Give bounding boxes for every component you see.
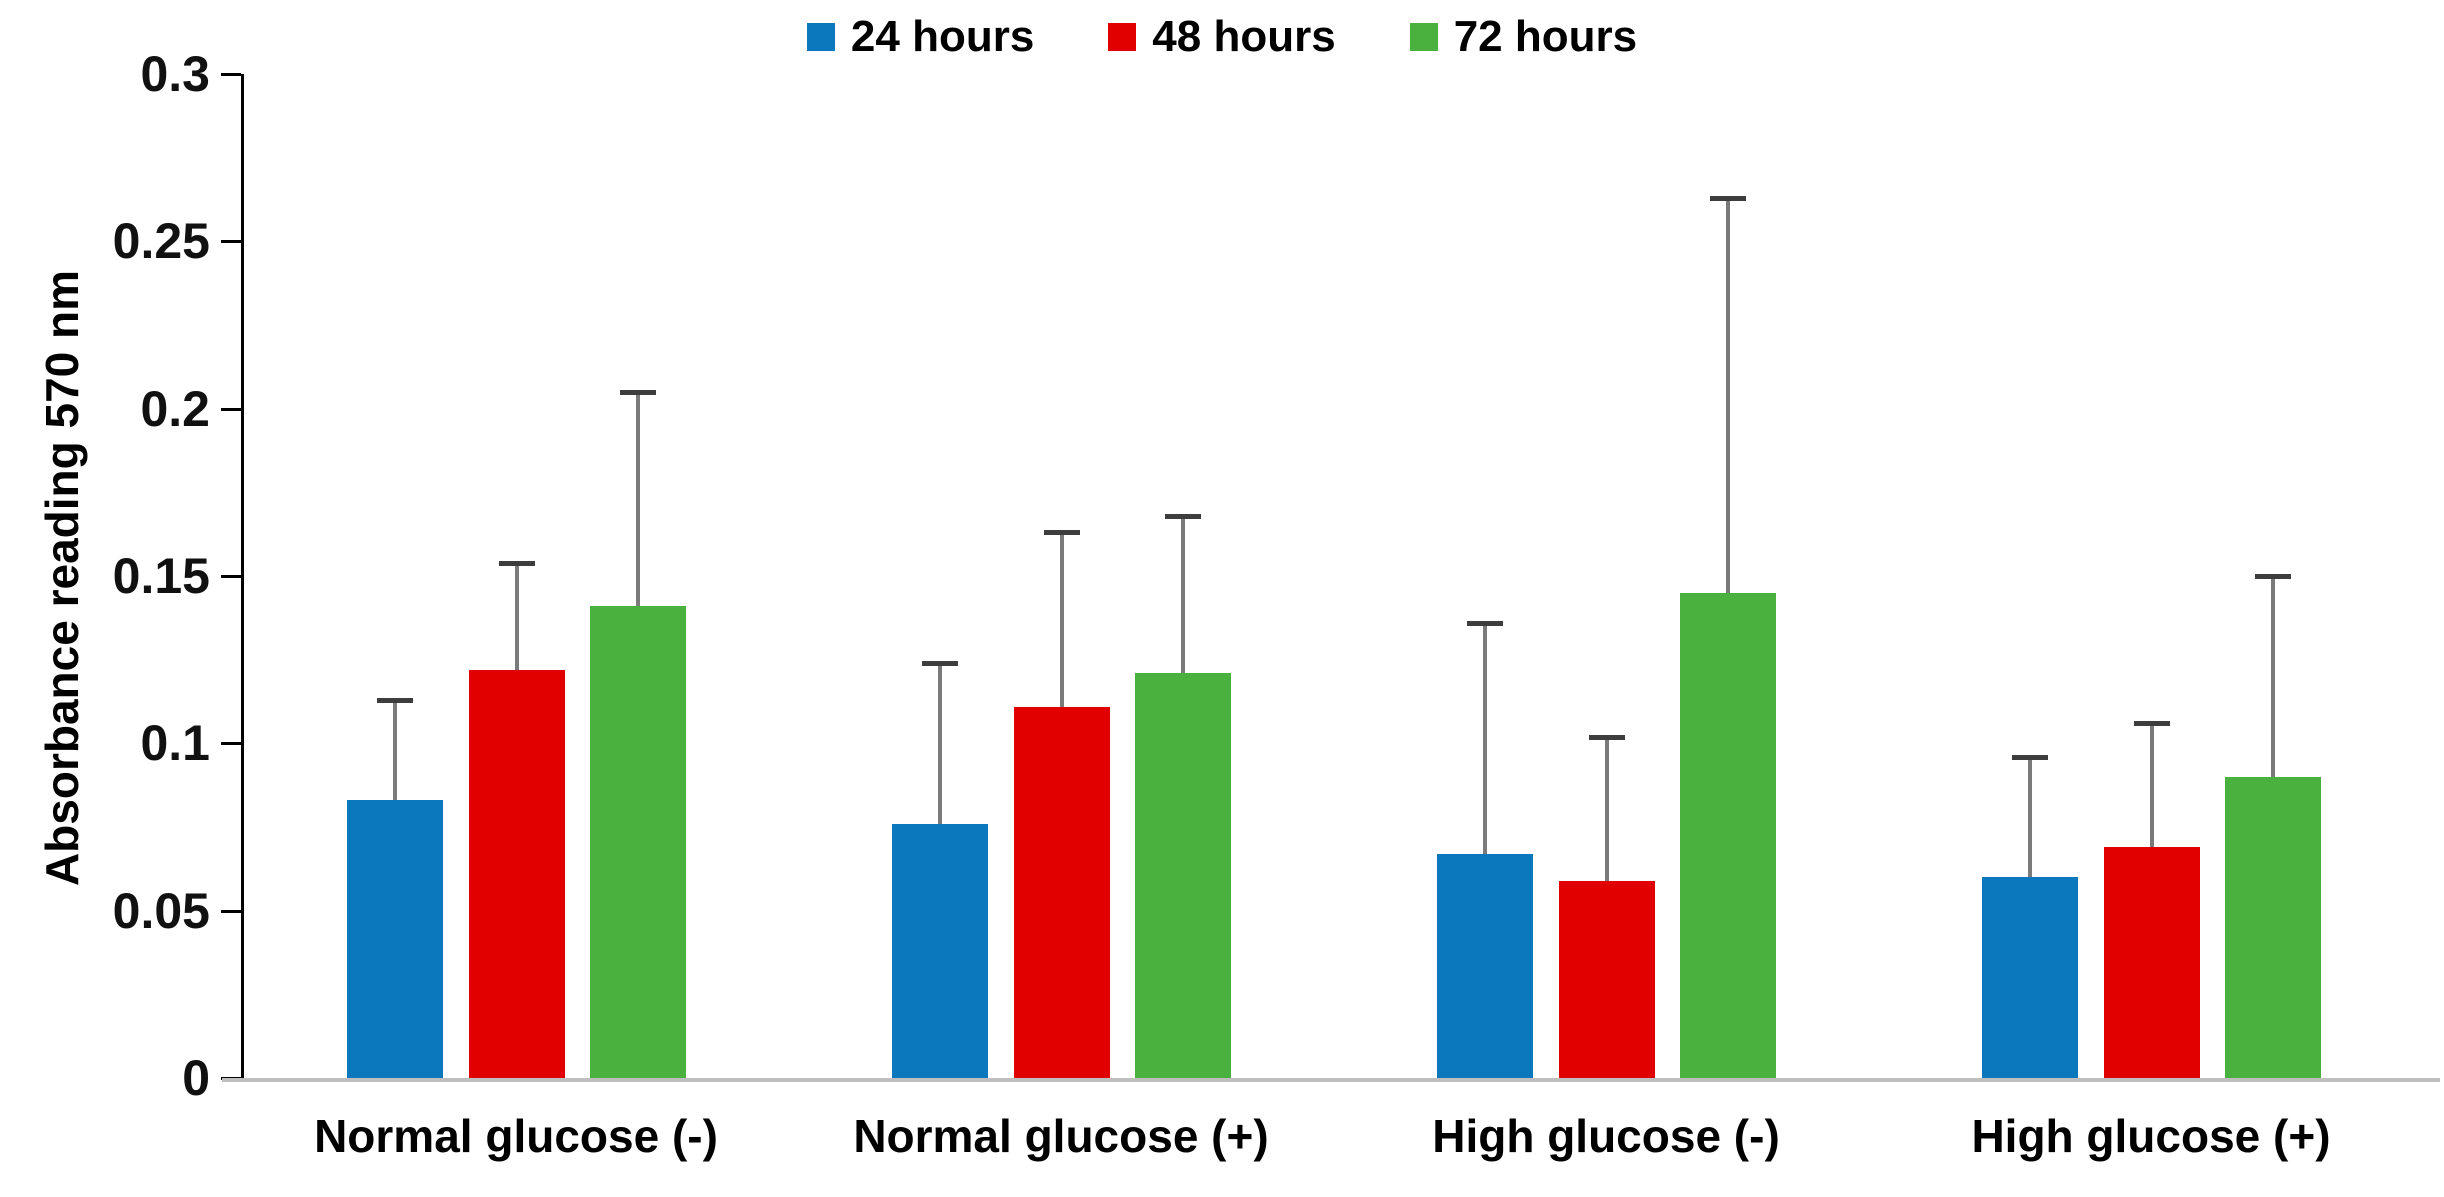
error-bar-line [2271,576,2275,777]
error-bar-line [1605,736,1609,881]
y-axis-tick [221,575,241,578]
legend-swatch-24-hours [806,23,835,51]
y-axis-tick [221,909,241,913]
error-bar-cap [2255,574,2291,579]
bar-24-hours [1982,877,2078,1078]
y-tick-label: 0.15 [112,548,210,604]
bar-48-hours [1014,706,1110,1078]
y-tick-label: 0.05 [112,882,210,939]
bar-24-hours [892,823,988,1078]
error-bar-line [636,391,640,607]
x-category-label: High glucose (+) [1971,1110,2331,1162]
legend-item-72-hours: 72 hours [1409,12,1638,62]
y-tick-label: 0.3 [140,46,210,102]
legend-swatch-48-hours [1108,23,1137,51]
y-tick-label: 0.1 [140,715,210,772]
y-axis-tick [221,742,241,746]
bar-72-hours [2225,776,2321,1078]
y-tick-label: 0.2 [140,380,210,437]
error-bar-cap [499,560,535,566]
error-bar-line [2028,756,2032,878]
y-axis-tick [221,407,241,411]
chart-legend: 24 hours 48 hours 72 hours [0,12,2444,62]
error-bar-cap [922,661,958,666]
bar-72-hours [590,606,686,1078]
error-bar-line [1181,515,1185,674]
legend-swatch-72-hours [1409,23,1438,51]
error-bar-line [393,699,397,801]
legend-label: 48 hours [1152,12,1336,61]
legend-item-48-hours: 48 hours [1108,12,1336,62]
error-bar-cap [620,389,656,395]
error-bar-line [938,663,942,824]
error-bar-cap [1589,734,1625,740]
bar-48-hours [2104,847,2200,1078]
error-bar-cap [2012,754,2048,760]
error-bar-line [515,562,519,670]
y-tick-label: 0 [182,1050,210,1106]
legend-label: 24 hours [850,12,1035,61]
bar-48-hours [1559,880,1655,1078]
x-category-label: High glucose (-) [1432,1110,1780,1162]
error-bar-line [2150,723,2154,848]
x-axis-line [222,1078,2440,1082]
x-category-label: Normal glucose (+) [853,1110,1269,1162]
legend-item-24-hours: 24 hours [806,12,1035,62]
y-axis-line [241,74,244,1078]
x-category-label: Normal glucose (-) [314,1110,718,1162]
error-bar-cap [2134,721,2170,727]
bar-24-hours [347,800,443,1078]
legend-label: 72 hours [1453,12,1638,61]
y-tick-label: 0.25 [112,213,210,270]
error-bar-cap [1710,195,1746,201]
error-bar-line [1483,622,1487,854]
bar-72-hours [1135,673,1231,1078]
y-axis-tick [221,240,241,244]
y-axis-tick [221,73,241,76]
error-bar-line [1060,532,1064,707]
error-bar-cap [1165,513,1201,519]
error-bar-cap [377,697,413,703]
error-bar-line [1726,197,1730,593]
error-bar-cap [1044,530,1080,536]
error-bar-cap [1467,620,1503,626]
bar-72-hours [1680,592,1776,1078]
bar-24-hours [1437,853,1533,1078]
bar-48-hours [469,669,565,1078]
